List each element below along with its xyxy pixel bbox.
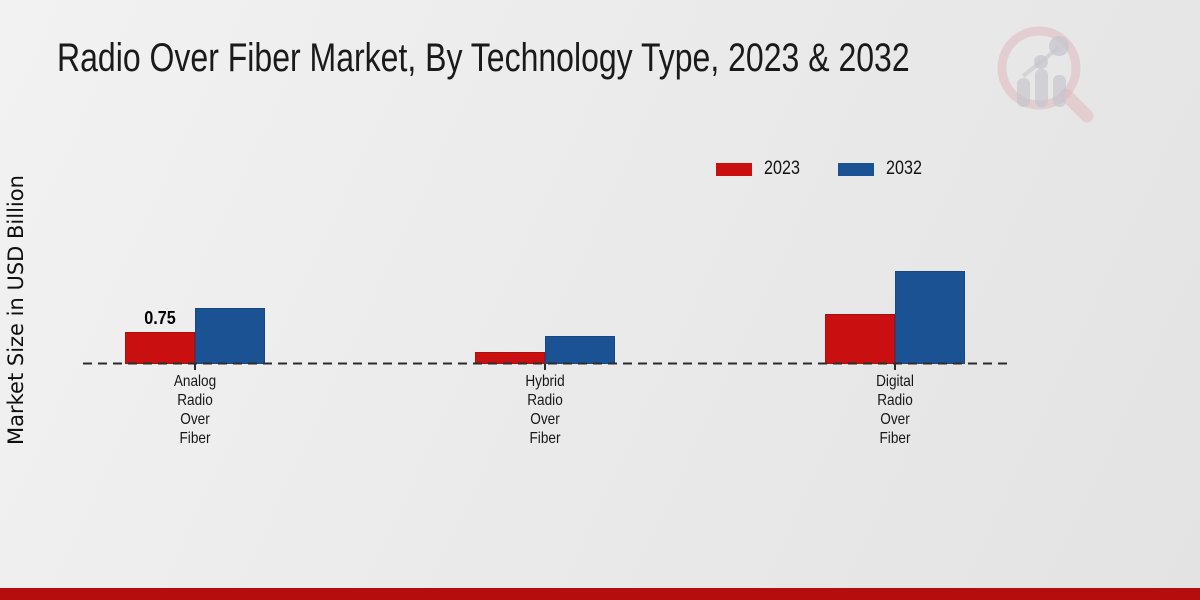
- legend-swatch-2032: [838, 162, 875, 176]
- zero-baseline: [83, 362, 1007, 365]
- legend-item-2023: 2023: [716, 158, 806, 180]
- x-axis-tick: [194, 364, 196, 370]
- bar-2032-hybrid: [545, 336, 615, 364]
- legend-item-2032: 2032: [838, 158, 928, 180]
- x-axis-tick: [544, 364, 546, 370]
- legend: 2023 2032: [716, 157, 929, 181]
- bar-2032-digital: [895, 271, 965, 364]
- bar-2023-digital: [825, 314, 895, 364]
- bar-2023-hybrid: [475, 352, 545, 364]
- chart-title: Radio Over Fiber Market, By Technology T…: [57, 36, 910, 80]
- x-axis-category-label: Hybrid Radio Over Fiber: [525, 373, 565, 447]
- x-axis-tick: [894, 364, 896, 370]
- x-axis-category-label: Analog Radio Over Fiber: [173, 373, 217, 447]
- bar-2032-analog: [195, 308, 265, 364]
- legend-label: 2023: [764, 158, 800, 179]
- footer-accent-bar: [0, 588, 1200, 600]
- magnifier-growth-chart-logo: [997, 26, 1094, 123]
- bar-data-label: 0.75: [144, 308, 176, 328]
- bar-2023-analog: [125, 332, 195, 364]
- legend-swatch-2023: [716, 162, 752, 176]
- x-axis-category-label: Digital Radio Over Fiber: [876, 373, 914, 447]
- legend-label: 2032: [886, 158, 923, 179]
